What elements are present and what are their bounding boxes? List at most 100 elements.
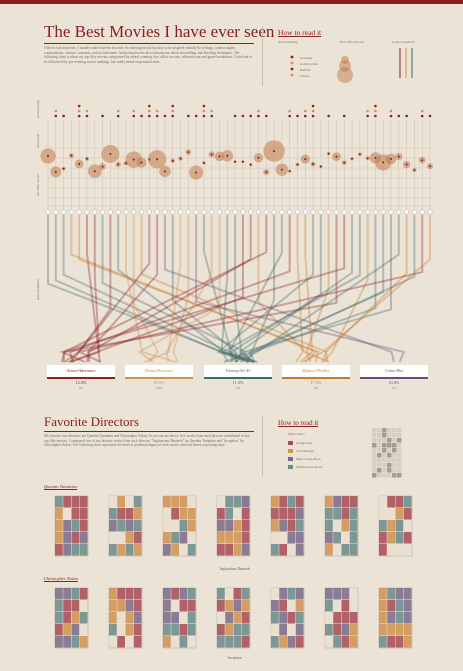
rank-marker (224, 209, 230, 215)
movie-grid-cell (287, 532, 296, 544)
legend2-grid-cell (377, 453, 382, 458)
movie-grid-cell (133, 508, 142, 520)
movie-grid-cell (109, 612, 117, 624)
boxoffice-center (109, 152, 112, 155)
genre-flow (71, 215, 244, 363)
genre-flow (257, 215, 330, 363)
movie-grid-cell (187, 496, 196, 508)
movie-grid-cell (117, 624, 125, 636)
award-dot (374, 114, 377, 118)
how-to-read-heading-2: How to read it (278, 419, 319, 427)
movie-grid-cell (271, 496, 279, 508)
movie-grid-cell (63, 520, 71, 532)
award-dot (210, 114, 214, 118)
rank-marker (162, 209, 168, 215)
legend2-grid-cell (377, 428, 382, 433)
movie-grid-cell (187, 600, 196, 612)
movie-grid-cell (117, 600, 125, 612)
movie-grid-cell (133, 520, 142, 532)
rank-marker (139, 209, 144, 215)
award-dot (210, 109, 214, 113)
movie-grid-cell (233, 520, 242, 532)
movie-grid-cell (79, 520, 88, 532)
director-name-nolan: Christopher Nolan (44, 576, 78, 581)
legend2-grid-cell (382, 473, 387, 478)
movie-grid-cell (379, 624, 387, 636)
legend2-grid-cell (372, 463, 377, 468)
caption-inception: Inception (228, 656, 242, 660)
award-dot (202, 104, 206, 108)
boxoffice-center (421, 159, 424, 162)
genre-flow (47, 215, 229, 363)
award-dot (342, 114, 346, 118)
award-dot (187, 114, 190, 118)
legend2-grid-cell (397, 468, 402, 473)
award-dot (405, 114, 408, 118)
genre-flow (223, 215, 276, 363)
legend2-grid-cell (397, 448, 402, 453)
movie-grid-cell (179, 496, 188, 508)
genre-flow (220, 215, 361, 363)
movie-grid-cell (279, 624, 287, 636)
movie-grid-cell (333, 544, 341, 556)
movie-grid-cell (55, 520, 63, 532)
legend-award-dot (290, 61, 294, 65)
movie-grid-cell (55, 532, 63, 544)
movie-grid-cell (341, 508, 350, 520)
movie-grid-cell (133, 624, 142, 636)
movie-grid-cell (109, 588, 117, 600)
movie-grid-cell (63, 636, 71, 648)
movie-grid-cell (179, 624, 188, 636)
award-dot (77, 104, 81, 108)
genre-flow (216, 215, 315, 363)
legend2-grid-cell (377, 458, 382, 463)
boxoffice-center (117, 163, 120, 166)
rank-marker (310, 209, 316, 215)
rank-marker (108, 209, 113, 215)
rank-marker (131, 209, 137, 215)
movie-grid-cell (233, 496, 242, 508)
award-dot (288, 109, 291, 113)
legend-award-dot (290, 67, 294, 71)
movie-grid-cell (187, 532, 196, 544)
rank-marker (404, 209, 409, 215)
title-underline (44, 43, 254, 44)
boxoffice-center (280, 168, 283, 171)
genre-flow (68, 215, 101, 363)
legend2-grid-cell (392, 428, 397, 433)
rank-marker (217, 209, 222, 215)
genre-flow (54, 215, 254, 363)
movie-grid-cell (225, 612, 233, 624)
movie-grid-cell (109, 520, 117, 532)
boxoffice-center (429, 165, 431, 168)
movie-grid-cell (403, 624, 412, 636)
rank-marker (295, 209, 300, 215)
legend2-item-music: Music/Sound effects (288, 457, 321, 462)
genre-flow (299, 215, 314, 363)
movie-grid-cell (387, 496, 395, 508)
rank-marker (76, 209, 82, 215)
movie-grid-cell (133, 588, 142, 600)
movie-grid-cell (349, 588, 358, 600)
movie-grid-cell (63, 588, 71, 600)
movie-grid-cell (125, 520, 134, 532)
genre-flow (172, 215, 190, 363)
movie-grid-cell (71, 588, 80, 600)
award-dot (155, 109, 159, 113)
legend2-grid-cell (377, 433, 382, 438)
rank-marker (185, 209, 191, 215)
award-dot (202, 114, 206, 118)
movie-grid-cell (225, 520, 233, 532)
movie-grid-cell (117, 508, 125, 520)
movie-grid-cell (187, 520, 196, 532)
movie-grid-cell (395, 600, 404, 612)
movie-grid-cell (349, 508, 358, 520)
legend2-grid-cell (372, 468, 377, 473)
award-dot (85, 114, 89, 118)
movie-grid-cell (379, 600, 387, 612)
legend2-grid-cell (397, 453, 402, 458)
movie-grid-cell (179, 544, 188, 556)
movie-grid-cell (217, 600, 225, 612)
legend-box-title: Box office success (340, 40, 364, 44)
movie-grid-cell (79, 624, 88, 636)
